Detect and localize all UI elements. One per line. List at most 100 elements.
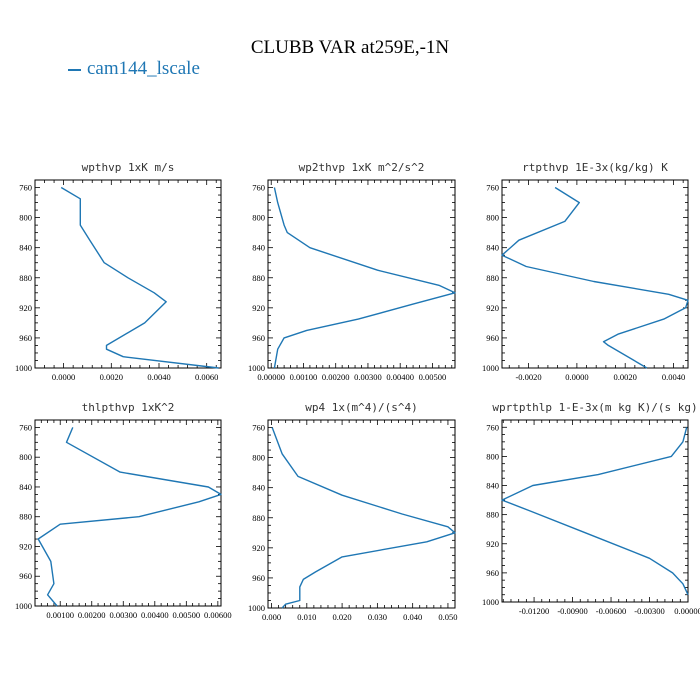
x-tick-label: -0.01200 [519, 606, 549, 616]
plot-frame [267, 179, 456, 369]
x-tick-label: 0.030 [368, 612, 387, 622]
x-tick-label: 0.040 [403, 612, 422, 622]
panel-4: thlpthvp 1xK^2 760 800 840 880 920 960 1000 0.00… [15, 401, 232, 620]
series-line [501, 186, 689, 369]
x-tick-label: 0.00400 [141, 610, 169, 620]
y-tick-label: 840 [19, 243, 32, 253]
plot-frame [501, 179, 689, 369]
y-tick-label: 760 [252, 183, 265, 193]
y-tick-label: 920 [19, 541, 32, 551]
y-tick-label: 920 [486, 303, 499, 313]
x-tick-label: 0.00000 [674, 606, 700, 616]
x-tick-label: 0.050 [438, 612, 457, 622]
y-tick-label: 840 [19, 482, 32, 492]
y-tick-label: 800 [486, 213, 499, 223]
y-tick-label: 920 [19, 303, 32, 313]
y-tick-label: 1000 [248, 603, 265, 613]
y-tick-label: 920 [486, 539, 499, 549]
y-tick-label: 960 [486, 568, 499, 578]
y-tick-label: 880 [19, 512, 32, 522]
y-tick-label: 960 [486, 333, 499, 343]
y-tick-label: 800 [252, 453, 265, 463]
y-tick-label: 840 [486, 243, 499, 253]
x-tick-label: 0.0040 [662, 372, 685, 382]
y-tick-label: 840 [486, 481, 499, 491]
y-tick-label: 760 [486, 183, 499, 193]
y-tick-label: 800 [252, 213, 265, 223]
x-tick-label: -0.0020 [515, 372, 541, 382]
y-tick-label: 880 [19, 273, 32, 283]
panel-1: wpthvp 1xK m/s 760 800 840 880 920 960 1000 0.00… [15, 161, 222, 382]
y-tick-label: 800 [486, 451, 499, 461]
y-tick-label: 760 [252, 423, 265, 433]
x-tick-label: 0.00100 [290, 372, 318, 382]
series-line [271, 427, 456, 609]
panel-title: wprtpthlp 1-E-3x(m kg K)/(s kg) [492, 401, 697, 414]
x-tick-label: 0.0020 [100, 372, 123, 382]
series-line [273, 187, 456, 369]
y-tick-label: 1000 [482, 363, 499, 373]
y-tick-label: 920 [252, 303, 265, 313]
plot-frame [501, 419, 689, 603]
page-title: CLUBB VAR at259E,-1N [250, 37, 450, 58]
panel-6: wprtpthlp 1-E-3x(m kg K)/(s kg) 760 800 840… [482, 401, 700, 616]
y-tick-label: 880 [252, 273, 265, 283]
y-tick-label: 760 [19, 183, 32, 193]
x-tick-label: 0.00000 [257, 372, 285, 382]
x-tick-label: 0.0040 [147, 372, 170, 382]
y-tick-label: 760 [19, 422, 32, 432]
x-tick-label: 0.0000 [565, 372, 588, 382]
y-tick-label: 1000 [248, 363, 265, 373]
y-tick-label: 880 [486, 273, 499, 283]
y-tick-label: 960 [19, 333, 32, 343]
x-tick-label: -0.00900 [557, 606, 587, 616]
x-tick-label: 0.00200 [78, 610, 106, 620]
x-tick-label: 0.0060 [195, 372, 218, 382]
series-line [37, 427, 222, 607]
y-tick-label: 920 [252, 543, 265, 553]
plot-frame [34, 419, 222, 607]
y-tick-label: 880 [486, 510, 499, 520]
x-tick-label: 0.0000 [52, 372, 75, 382]
y-tick-label: 960 [252, 573, 265, 583]
y-tick-label: 880 [252, 513, 265, 523]
panel-title: wpthvp 1xK m/s [82, 161, 175, 174]
legend-swatch [68, 68, 81, 71]
panel-3: rtpthvp 1E-3x(kg/kg) K 760 800 840 880 920 960… [482, 161, 689, 382]
x-tick-label: 0.00400 [386, 372, 414, 382]
x-tick-label: 0.00500 [173, 610, 201, 620]
y-tick-label: 800 [19, 213, 32, 223]
y-tick-label: 1000 [482, 597, 499, 607]
x-tick-label: 0.00500 [419, 372, 447, 382]
y-tick-label: 840 [252, 483, 265, 493]
x-tick-label: 0.010 [297, 612, 316, 622]
x-tick-label: 0.00200 [322, 372, 350, 382]
x-tick-label: 0.020 [333, 612, 352, 622]
panel-title: rtpthvp 1E-3x(kg/kg) K [522, 161, 668, 174]
x-tick-label: 0.00600 [204, 610, 232, 620]
panel-2: wp2thvp 1xK m^2/s^2 760 800 840 880 920 960 100… [248, 161, 456, 382]
x-tick-label: 0.00100 [46, 610, 74, 620]
panel-title: wp2thvp 1xK m^2/s^2 [299, 161, 425, 174]
panel-title: thlpthvp 1xK^2 [82, 401, 175, 414]
plot-frame [34, 179, 222, 369]
y-tick-label: 840 [252, 243, 265, 253]
y-tick-label: 800 [19, 452, 32, 462]
x-tick-label: -0.00300 [634, 606, 664, 616]
y-tick-label: 760 [486, 422, 499, 432]
series-line [501, 427, 689, 595]
y-tick-label: 960 [19, 571, 32, 581]
x-tick-label: 0.00300 [109, 610, 137, 620]
legend-label: cam144_lscale [87, 58, 200, 79]
x-tick-label: -0.00600 [596, 606, 626, 616]
y-tick-label: 1000 [15, 363, 32, 373]
series-line [60, 186, 219, 369]
x-tick-label: 0.000 [262, 612, 281, 622]
y-tick-label: 960 [252, 333, 265, 343]
x-tick-label: 0.00300 [354, 372, 382, 382]
y-tick-label: 1000 [15, 601, 32, 611]
plot-frame [267, 419, 456, 609]
panel-title: wp4 1x(m^4)/(s^4) [305, 401, 418, 414]
x-tick-label: 0.0020 [614, 372, 637, 382]
